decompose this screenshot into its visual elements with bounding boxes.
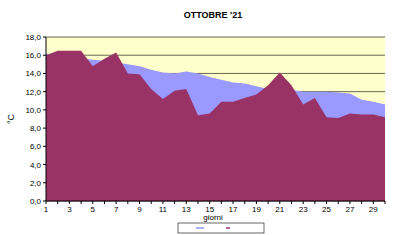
y-tick bbox=[43, 73, 46, 74]
x-tick bbox=[291, 201, 292, 204]
y-tick-label: 10,0 bbox=[25, 106, 41, 115]
x-tick bbox=[349, 201, 350, 204]
x-tick bbox=[373, 201, 374, 204]
x-tick bbox=[81, 201, 82, 204]
grid-line bbox=[46, 55, 385, 56]
title: OTTOBRE '21 bbox=[184, 10, 243, 20]
x-tick bbox=[92, 201, 93, 204]
y-tick-label: 8,0 bbox=[30, 124, 42, 133]
x-tick bbox=[186, 201, 187, 204]
x-tick bbox=[303, 201, 304, 204]
area bbox=[46, 51, 385, 201]
y-tick bbox=[43, 109, 46, 110]
y-tick bbox=[43, 55, 46, 56]
y-tick bbox=[43, 182, 46, 183]
x-tick bbox=[104, 201, 105, 204]
y-tick-label: 12,0 bbox=[25, 88, 41, 97]
chart: 0,02,04,06,08,010,012,014,016,018,013579… bbox=[0, 0, 400, 235]
x-tick-label: 25 bbox=[322, 205, 331, 214]
x-tick bbox=[139, 201, 140, 204]
plot-area bbox=[46, 37, 385, 201]
y-tick-label: 2,0 bbox=[30, 179, 42, 188]
y-tick-label: 18,0 bbox=[25, 33, 41, 42]
x-tick bbox=[326, 201, 327, 204]
x-tick bbox=[116, 201, 117, 204]
x-tick bbox=[197, 201, 198, 204]
legend bbox=[178, 223, 264, 233]
y-tick-label: 4,0 bbox=[30, 161, 42, 170]
y-tick-label: 16,0 bbox=[25, 51, 41, 60]
x-tick bbox=[338, 201, 339, 204]
x-tick bbox=[244, 201, 245, 204]
x-tick-label: 11 bbox=[159, 205, 168, 214]
y-tick-label: 14,0 bbox=[25, 69, 41, 78]
grid-line bbox=[46, 201, 385, 202]
x-tick bbox=[69, 201, 70, 204]
y-tick-label: 0,0 bbox=[30, 197, 42, 206]
y-tick bbox=[43, 146, 46, 147]
x-tick-label: 7 bbox=[114, 205, 119, 214]
y-tick bbox=[43, 128, 46, 129]
x-tick bbox=[46, 201, 47, 204]
y-axis-label: °C bbox=[6, 113, 16, 124]
x-tick bbox=[209, 201, 210, 204]
x-tick-label: 9 bbox=[137, 205, 142, 214]
x-tick bbox=[233, 201, 234, 204]
x-tick bbox=[256, 201, 257, 204]
x-tick bbox=[127, 201, 128, 204]
x-tick bbox=[268, 201, 269, 204]
x-tick bbox=[314, 201, 315, 204]
x-tick bbox=[361, 201, 362, 204]
legend-swatch bbox=[196, 227, 204, 229]
x-tick-label: 21 bbox=[275, 205, 284, 214]
plot-marks bbox=[46, 51, 385, 201]
x-tick bbox=[279, 201, 280, 204]
grid-line bbox=[46, 37, 385, 38]
x-tick-label: 1 bbox=[44, 205, 49, 214]
x-tick-label: 3 bbox=[67, 205, 72, 214]
x-tick-label: 29 bbox=[369, 205, 378, 214]
x-tick-label: 19 bbox=[252, 205, 261, 214]
x-tick bbox=[174, 201, 175, 204]
x-tick bbox=[151, 201, 152, 204]
y-tick-label: 6,0 bbox=[30, 142, 42, 151]
legend-swatch bbox=[226, 227, 230, 229]
x-tick bbox=[162, 201, 163, 204]
x-tick bbox=[57, 201, 58, 204]
y-tick bbox=[43, 37, 46, 38]
x-axis-label: giorni bbox=[203, 213, 223, 222]
x-tick-label: 17 bbox=[229, 205, 238, 214]
x-tick-label: 5 bbox=[91, 205, 96, 214]
x-axis bbox=[46, 201, 385, 202]
x-tick-label: 27 bbox=[345, 205, 354, 214]
x-tick bbox=[221, 201, 222, 204]
x-tick bbox=[385, 201, 386, 204]
x-tick-label: 13 bbox=[182, 205, 191, 214]
y-tick bbox=[43, 164, 46, 165]
y-axis bbox=[46, 37, 47, 201]
y-tick bbox=[43, 91, 46, 92]
x-tick-label: 23 bbox=[299, 205, 308, 214]
